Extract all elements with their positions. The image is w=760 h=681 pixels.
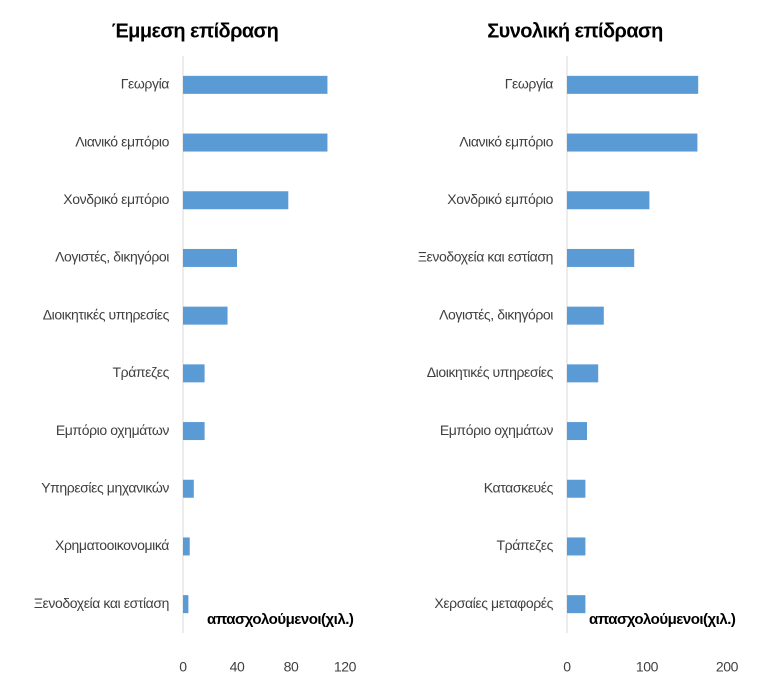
bar	[183, 191, 289, 210]
bar	[183, 306, 228, 325]
bar	[183, 537, 190, 556]
bar	[567, 75, 699, 94]
x-tick-label: 0	[563, 659, 571, 675]
y-tick-label: Λογιστές, δικηγόροι	[439, 306, 553, 322]
bar	[183, 133, 328, 152]
bar	[567, 248, 635, 267]
chart-title: Έμμεση επίδραση	[112, 20, 279, 42]
y-tick-label: Τράπεζες	[497, 537, 554, 553]
y-tick-label: Γεωργία	[121, 76, 170, 92]
y-tick-label: Χερσαίες μεταφορές	[434, 595, 553, 611]
x-tick-label: 100	[636, 659, 659, 675]
x-axis-label: απασχολούμενοι(χιλ.)	[207, 611, 354, 628]
bar	[567, 133, 698, 152]
bar	[567, 306, 604, 325]
bar	[567, 422, 587, 441]
y-tick-label: Λιανικό εμπόριο	[75, 133, 169, 149]
y-tick-label: Χονδρικό εμπόριο	[447, 191, 553, 207]
y-tick-label: Διοικητικές υπηρεσίες	[427, 364, 554, 380]
y-tick-label: Χονδρικό εμπόριο	[63, 191, 169, 207]
x-tick-label: 40	[230, 659, 245, 675]
y-tick-label: Υπηρεσίες μηχανικών	[41, 479, 169, 495]
y-tick-label: Γεωργία	[505, 76, 554, 92]
y-tick-label: Εμπόριο οχημάτων	[56, 422, 170, 438]
chart-title: Συνολική επίδραση	[487, 20, 662, 42]
y-tick-label: Ξενοδοχεία και εστίαση	[34, 595, 169, 611]
y-tick-label: Διοικητικές υπηρεσίες	[43, 306, 170, 322]
bar	[183, 422, 205, 441]
bar	[567, 537, 586, 556]
bar	[567, 595, 586, 614]
y-tick-label: Κατασκευές	[484, 479, 554, 495]
bar	[183, 248, 237, 267]
bar	[183, 595, 189, 614]
bar	[183, 75, 328, 94]
x-tick-label: 0	[179, 659, 187, 675]
y-tick-label: Λιανικό εμπόριο	[459, 133, 553, 149]
y-tick-label: Εμπόριο οχημάτων	[440, 422, 554, 438]
x-tick-label: 120	[334, 659, 357, 675]
bar	[183, 364, 205, 383]
bar	[183, 479, 194, 498]
bar	[567, 364, 599, 383]
x-tick-label: 80	[284, 659, 299, 675]
bar	[567, 479, 586, 498]
x-axis-label: απασχολούμενοι(χιλ.)	[589, 611, 736, 628]
y-tick-label: Τράπεζες	[113, 364, 170, 380]
y-tick-label: Ξενοδοχεία και εστίαση	[418, 249, 553, 265]
y-tick-label: Λογιστές, δικηγόροι	[55, 249, 169, 265]
y-tick-label: Χρηματοοικονομικά	[55, 537, 169, 553]
bar	[567, 191, 650, 210]
x-tick-label: 200	[716, 659, 739, 675]
